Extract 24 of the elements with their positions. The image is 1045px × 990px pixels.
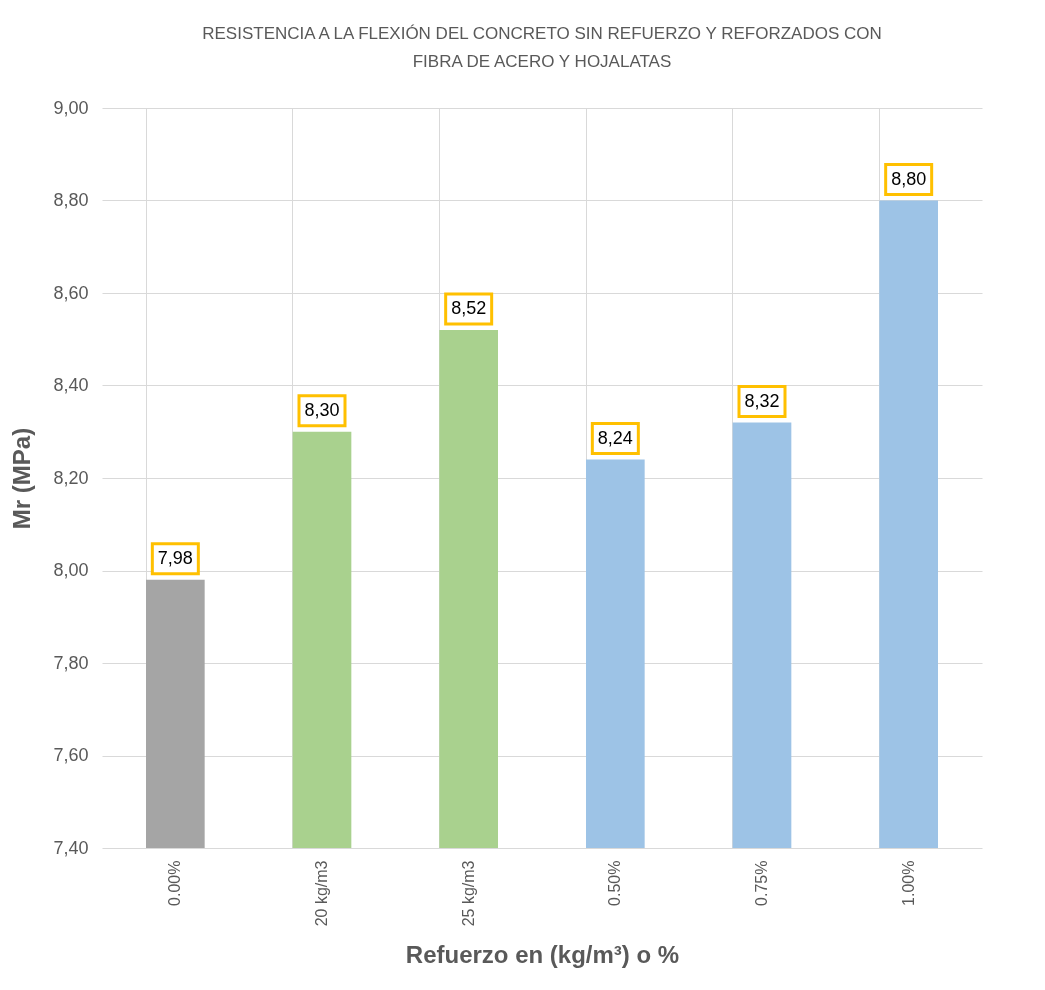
x-tick-label: 25 kg/m3	[459, 860, 477, 927]
y-tick-label: 8,20	[53, 467, 89, 488]
y-tick-label: 8,80	[53, 190, 89, 210]
data-label: 8,52	[451, 298, 487, 318]
chart-title: RESISTENCIA A LA FLEXIÓN DEL CONCRETO SIN REFUERZO Y REFORZADOS CON FIBRA DE ACERO Y HOJALATAS	[202, 24, 882, 71]
data-label: 7,98	[157, 547, 193, 568]
x-axis-title: Refuerzo en (kg/m³) o %	[405, 941, 680, 969]
x-tick-label: 0.50%	[606, 860, 624, 906]
y-tick-label: 9,00	[53, 97, 89, 118]
x-tick-label: 20 kg/m3	[313, 860, 330, 927]
data-label: 8,24	[597, 427, 633, 448]
data-label: 8,32	[744, 390, 780, 411]
data-label: 8,30	[304, 399, 340, 420]
y-tick-label: 7,60	[53, 745, 89, 765]
x-tick-label: 0.00%	[166, 860, 184, 906]
y-tick-label: 8,40	[53, 375, 89, 395]
x-tick-label: 0.75%	[753, 860, 770, 906]
y-tick-label: 7,40	[53, 837, 89, 858]
y-tick-label: 8,00	[53, 560, 89, 580]
y-tick-label: 8,60	[53, 282, 89, 303]
y-tick-label: 7,80	[53, 652, 89, 673]
x-tick-label: 1.00%	[899, 860, 917, 906]
y-axis-title: Mr (MPa)	[8, 427, 36, 530]
data-label: 8,80	[891, 168, 927, 189]
